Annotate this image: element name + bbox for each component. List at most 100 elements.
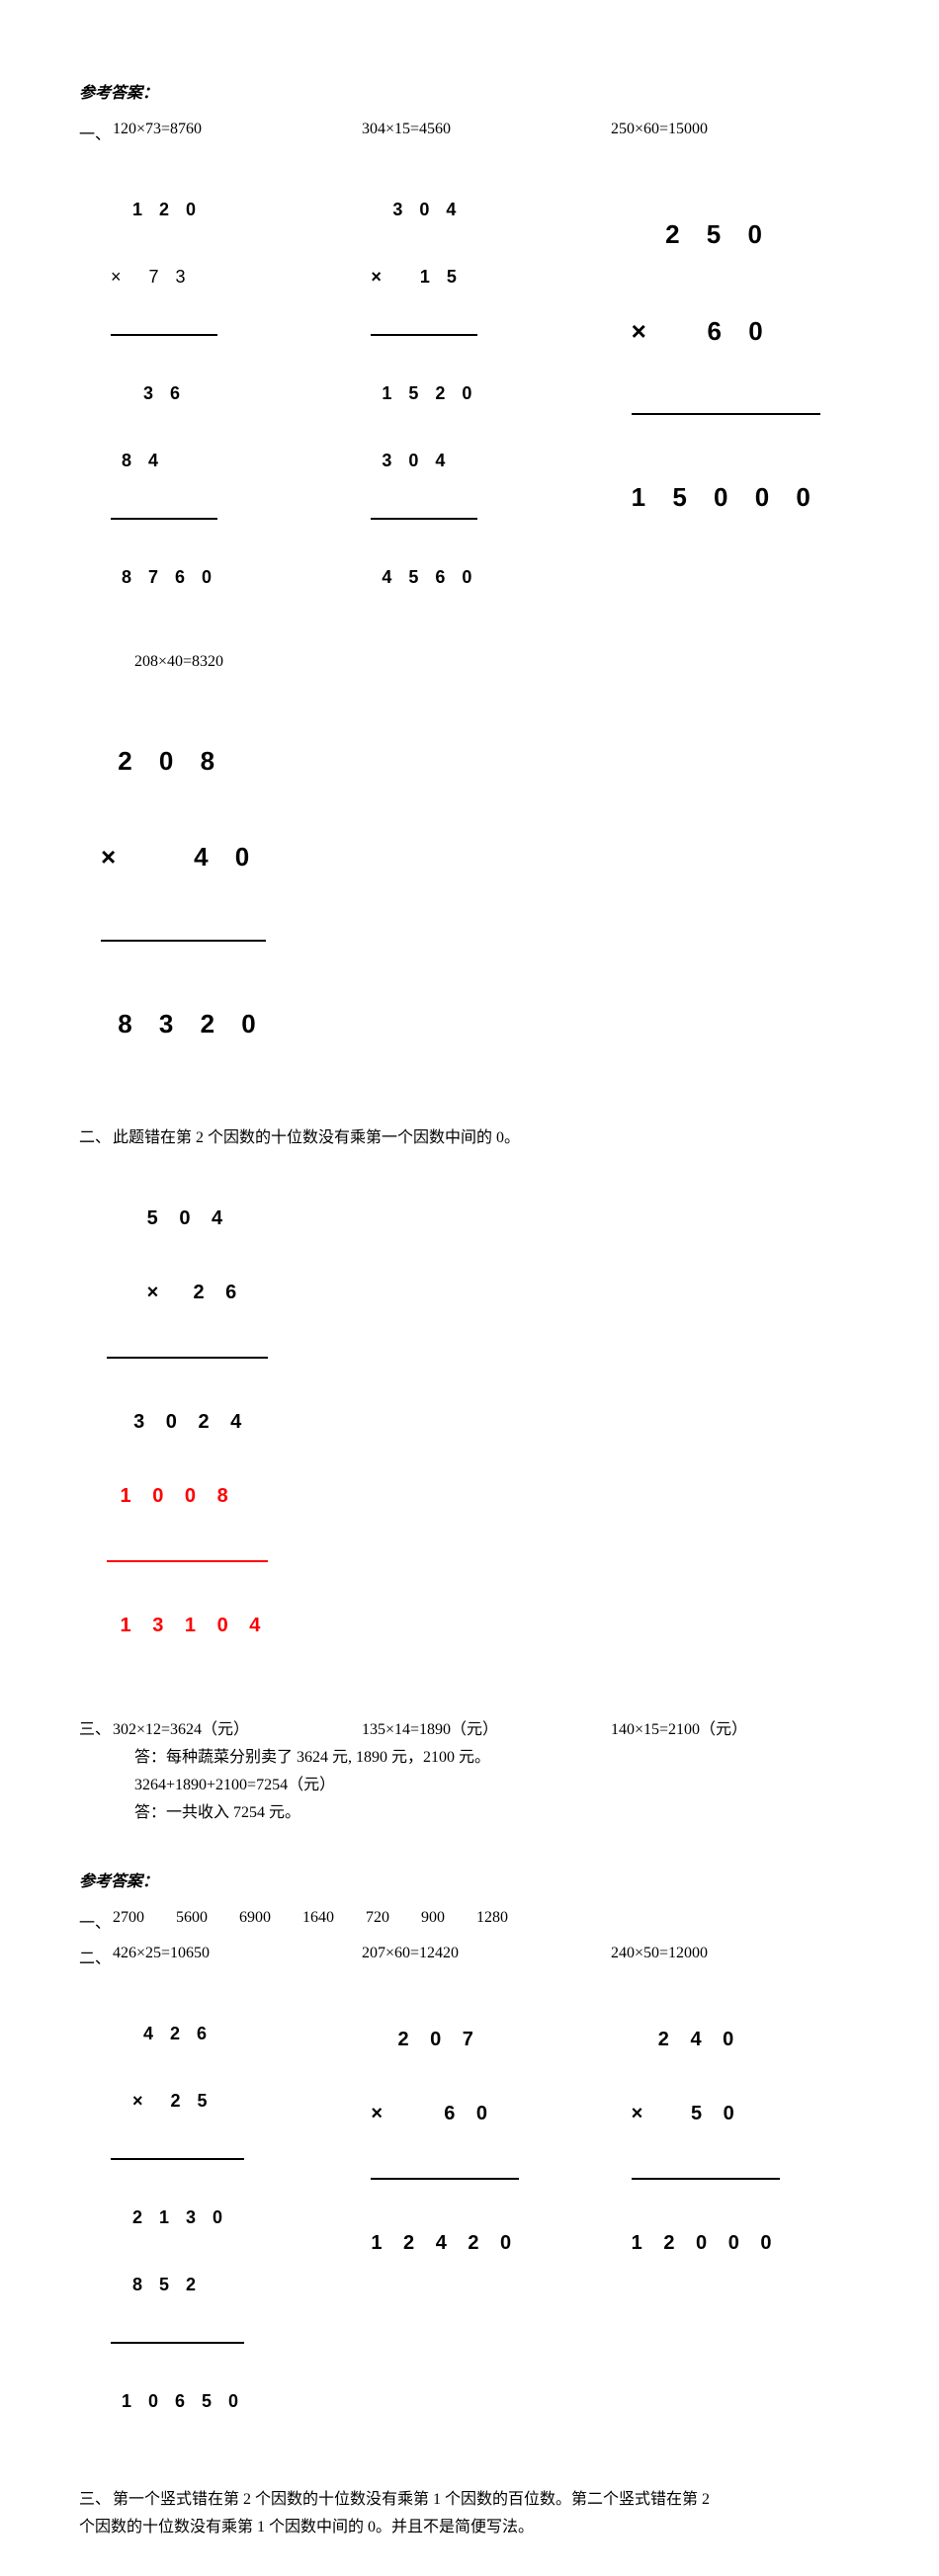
eq-1-1: 120×73=8760 bbox=[113, 121, 362, 138]
calc-line: 8 7 6 0 bbox=[111, 566, 217, 589]
calc-line-red: 1 0 0 8 bbox=[107, 1484, 268, 1509]
section-b3-label: 三、 bbox=[79, 2485, 113, 2509]
rule-1 bbox=[111, 334, 217, 336]
calc-line: 1 2 0 bbox=[111, 199, 217, 221]
section-3-label: 三、 bbox=[79, 1715, 113, 1739]
calc-line: 2 4 0 bbox=[632, 2028, 780, 2052]
calc-line: 3 0 4 bbox=[371, 450, 477, 472]
calc-line: 3 6 bbox=[111, 382, 217, 405]
vertical-calc-304x15: 3 0 4 × 1 5 1 5 2 0 3 0 4 4 5 6 0 bbox=[371, 154, 477, 633]
section-b2-calc-row: 4 2 6 × 2 5 2 1 3 0 8 5 2 1 0 6 5 0 2 0 … bbox=[79, 1978, 860, 2457]
fill-v2: 6900 bbox=[239, 1909, 271, 1927]
section-2-label: 二、 bbox=[79, 1123, 113, 1147]
calc-line: 1 5 0 0 0 bbox=[632, 481, 820, 514]
section-3-line2: 答：每种蔬菜分别卖了 3624 元, 1890 元，2100 元。 bbox=[79, 1743, 860, 1767]
section-1-eq-row: 一、 120×73=8760 304×15=4560 250×60=15000 bbox=[79, 121, 860, 144]
section-2-text: 此题错在第 2 个因数的十位数没有乘第一个因数中间的 0。 bbox=[113, 1123, 520, 1147]
section-b2-eq-row: 二、 426×25=10650 207×60=12420 240×50=1200… bbox=[79, 1945, 860, 1968]
answer-heading-1: 参考答案： bbox=[79, 79, 860, 103]
calc-line: 8 5 2 bbox=[111, 2274, 244, 2296]
calc-1-3: 2 5 0 × 6 0 1 5 0 0 0 bbox=[600, 154, 860, 578]
page-container: 参考答案： 一、 120×73=8760 304×15=4560 250×60=… bbox=[0, 0, 939, 2576]
calc-line: 1 2 4 2 0 bbox=[371, 2231, 519, 2256]
eq-3-3: 140×15=2100（元） bbox=[611, 1715, 860, 1739]
section-2-calc-row: 5 0 4 × 2 6 3 0 2 4 1 0 0 8 1 3 1 0 4 bbox=[107, 1157, 860, 1688]
vertical-calc-208x40: 2 0 8 × 4 0 8 3 2 0 bbox=[101, 681, 266, 1105]
calc-line: × 6 0 bbox=[632, 315, 820, 348]
section-1-calc-row: 1 2 0 × 7 3 3 6 8 4 8 7 6 0 3 0 4 × 1 5 … bbox=[79, 154, 860, 633]
eq-3-1: 302×12=3624（元） bbox=[113, 1715, 362, 1739]
fill-v0: 2700 bbox=[113, 1909, 144, 1927]
section-b1-label: 一、 bbox=[79, 1909, 113, 1933]
rule-1 bbox=[371, 334, 477, 336]
section-b3-text1: 第一个竖式错在第 2 个因数的十位数没有乘第 1 个因数的百位数。第二个竖式错在… bbox=[113, 2485, 710, 2509]
eq-b2-3: 240×50=12000 bbox=[611, 1945, 860, 1962]
eq-1-3: 250×60=15000 bbox=[611, 121, 860, 138]
section-2-row: 二、 此题错在第 2 个因数的十位数没有乘第一个因数中间的 0。 bbox=[79, 1123, 860, 1147]
calc-line: 2 0 8 bbox=[101, 745, 266, 778]
calc-line: × 2 5 bbox=[111, 2090, 244, 2113]
section-3-line4: 答：一共收入 7254 元。 bbox=[79, 1798, 860, 1822]
calc-1-2: 3 0 4 × 1 5 1 5 2 0 3 0 4 4 5 6 0 bbox=[339, 154, 599, 633]
calc-line: 3 0 2 4 bbox=[107, 1410, 268, 1435]
vertical-calc-504x26: 5 0 4 × 2 6 3 0 2 4 1 0 0 8 1 3 1 0 4 bbox=[107, 1157, 268, 1688]
rule-2 bbox=[111, 2342, 244, 2344]
calc-line: 2 0 7 bbox=[371, 2028, 519, 2052]
calc-line: × 6 0 bbox=[371, 2102, 519, 2126]
calc-line: 1 5 2 0 bbox=[371, 382, 477, 405]
calc-line: × 1 5 bbox=[371, 266, 477, 289]
vertical-calc-240x50: 2 4 0 × 5 0 1 2 0 0 0 bbox=[632, 1978, 780, 2305]
answer-heading-2: 参考答案： bbox=[79, 1868, 860, 1891]
fill-v3: 1640 bbox=[302, 1909, 334, 1927]
section-b1-row: 一、 2700 5600 6900 1640 720 900 1280 bbox=[79, 1909, 860, 1933]
fill-v1: 5600 bbox=[176, 1909, 208, 1927]
eq-1-2: 304×15=4560 bbox=[362, 121, 611, 138]
calc-line: 8 3 2 0 bbox=[101, 1008, 266, 1040]
fill-v4: 720 bbox=[366, 1909, 389, 1927]
calc-line: 5 0 4 bbox=[107, 1206, 268, 1231]
calc-line-red: 1 3 1 0 4 bbox=[107, 1614, 268, 1638]
fill-v6: 1280 bbox=[476, 1909, 508, 1927]
rule-1 bbox=[111, 2158, 244, 2160]
eq-1-4: 208×40=8320 bbox=[79, 653, 860, 671]
vertical-calc-207x60: 2 0 7 × 6 0 1 2 4 2 0 bbox=[371, 1978, 519, 2305]
calc-line: × 7 3 bbox=[111, 266, 217, 289]
calc-b2-2: 2 0 7 × 6 0 1 2 4 2 0 bbox=[339, 1978, 599, 2305]
section-3-line3: 3264+1890+2100=7254（元） bbox=[79, 1771, 860, 1794]
rule-2-red bbox=[107, 1560, 268, 1562]
rule-1 bbox=[632, 413, 820, 415]
calc-line: 8 4 bbox=[111, 450, 217, 472]
rule-2 bbox=[111, 518, 217, 520]
calc-line: 3 0 4 bbox=[371, 199, 477, 221]
section-b3-text2: 个因数的十位数没有乘第 1 个因数中间的 0。并且不是简便写法。 bbox=[79, 2513, 860, 2536]
rule-2 bbox=[371, 518, 477, 520]
calc-1-4: 2 0 8 × 4 0 8 3 2 0 bbox=[101, 681, 266, 1105]
calc-line: × 2 6 bbox=[107, 1281, 268, 1305]
fill-v5: 900 bbox=[421, 1909, 445, 1927]
calc-line: 2 5 0 bbox=[632, 218, 820, 251]
section-b2-label: 二、 bbox=[79, 1945, 113, 1968]
mult-sign: × 7 3 bbox=[111, 267, 192, 287]
calc-b2-3: 2 4 0 × 5 0 1 2 0 0 0 bbox=[600, 1978, 860, 2305]
section-3-eq-row: 三、 302×12=3624（元） 135×14=1890（元） 140×15=… bbox=[79, 1715, 860, 1739]
rule-1 bbox=[101, 940, 266, 942]
rule-1 bbox=[371, 2178, 519, 2180]
calc-line: × 5 0 bbox=[632, 2102, 780, 2126]
section-1-label: 一、 bbox=[79, 121, 113, 144]
calc-line: 1 2 0 0 0 bbox=[632, 2231, 780, 2256]
vertical-calc-250x60: 2 5 0 × 6 0 1 5 0 0 0 bbox=[632, 154, 820, 578]
eq-3-2: 135×14=1890（元） bbox=[362, 1715, 611, 1739]
calc-b2-1: 4 2 6 × 2 5 2 1 3 0 8 5 2 1 0 6 5 0 bbox=[79, 1978, 339, 2457]
section-b3-row: 三、 第一个竖式错在第 2 个因数的十位数没有乘第 1 个因数的百位数。第二个竖… bbox=[79, 2485, 860, 2509]
calc-line: × 4 0 bbox=[101, 841, 266, 873]
calc-line: 2 1 3 0 bbox=[111, 2206, 244, 2229]
vertical-calc-426x25: 4 2 6 × 2 5 2 1 3 0 8 5 2 1 0 6 5 0 bbox=[111, 1978, 244, 2457]
vertical-calc-120x73: 1 2 0 × 7 3 3 6 8 4 8 7 6 0 bbox=[111, 154, 217, 633]
calc-line: 4 5 6 0 bbox=[371, 566, 477, 589]
rule-1 bbox=[632, 2178, 780, 2180]
calc-line: 4 2 6 bbox=[111, 2023, 244, 2045]
calc-line: 1 0 6 5 0 bbox=[111, 2390, 244, 2413]
eq-b2-2: 207×60=12420 bbox=[362, 1945, 611, 1962]
rule-1 bbox=[107, 1357, 268, 1359]
section-1-calc-row-2: 2 0 8 × 4 0 8 3 2 0 bbox=[101, 681, 860, 1105]
